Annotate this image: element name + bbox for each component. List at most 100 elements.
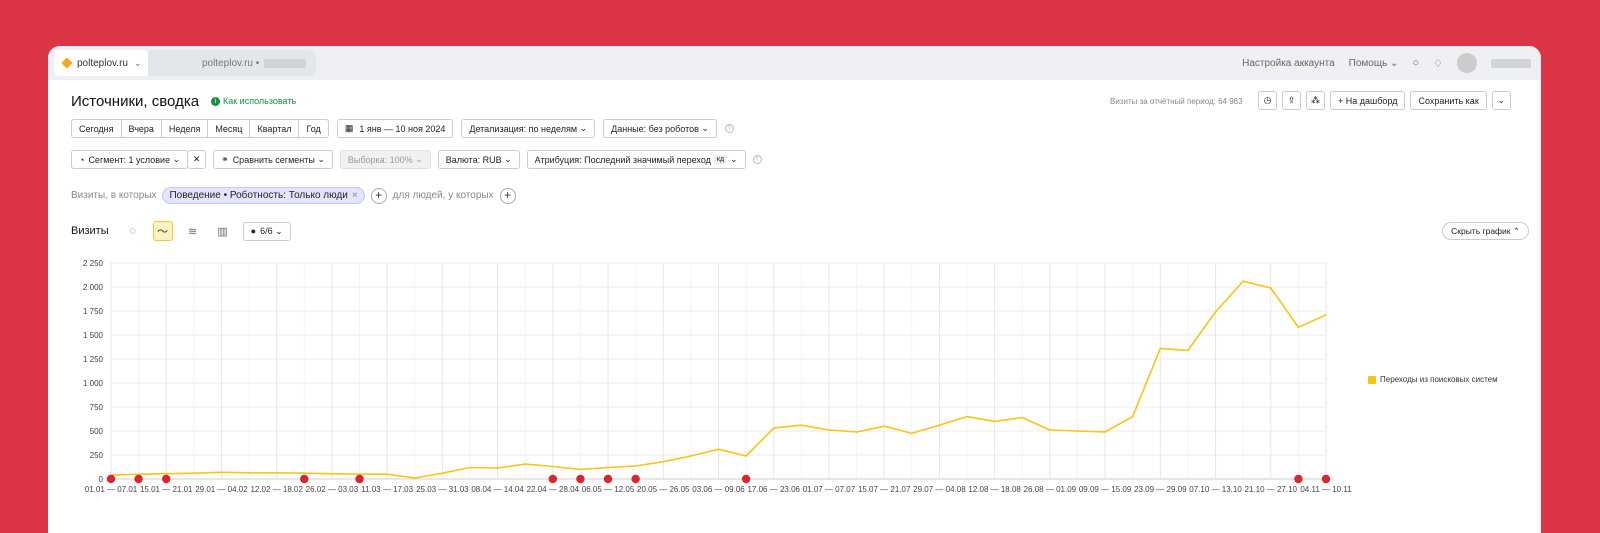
period-buttons: Сегодня Вчера Неделя Месяц Квартал Год <box>71 119 329 138</box>
annotation-marker <box>300 474 309 484</box>
annotation-marker <box>603 474 613 484</box>
data-label: Данные: без роботов <box>611 123 699 134</box>
chevron-down-icon: ⌄ <box>133 57 142 68</box>
x-tick-label: 17.06 — 23.06 <box>747 485 800 494</box>
data-point <box>607 466 609 469</box>
comments-count: 6/6 <box>260 226 273 236</box>
y-tick-label: 0 <box>99 475 104 484</box>
chart-metric-label: Визиты <box>71 225 109 237</box>
annotation-marker <box>741 474 751 484</box>
remove-condition-icon[interactable]: × <box>351 190 358 201</box>
share-button[interactable]: ⁂ <box>1306 91 1325 110</box>
attribution-info-icon[interactable]: ? <box>752 155 762 164</box>
comments-select[interactable]: ● 6/6 ⌄ <box>242 221 291 241</box>
add-visit-condition-button[interactable]: + <box>370 187 387 204</box>
data-point <box>1104 431 1106 433</box>
how-to-use-link[interactable]: i Как использовать <box>211 96 296 106</box>
data-point <box>855 431 858 433</box>
y-tick-label: 1 000 <box>83 379 104 388</box>
y-tick-label: 1 500 <box>83 331 104 340</box>
data-point <box>1297 326 1300 329</box>
y-tick-label: 2 250 <box>83 259 104 268</box>
period-yesterday-button[interactable]: Вчера <box>120 119 162 138</box>
data-point <box>745 455 747 457</box>
data-point <box>938 424 941 427</box>
avatar[interactable] <box>1457 53 1477 73</box>
segment-select[interactable]: ◔ Сегмент: 1 условие ⌄ <box>71 150 189 169</box>
bell-icon[interactable]: ♢ <box>1433 57 1443 70</box>
annotation-marker <box>631 474 640 484</box>
bar-chart-toggle-icon[interactable]: ▥ <box>217 225 228 238</box>
data-point <box>220 471 223 474</box>
data-point <box>910 432 913 435</box>
data-point <box>883 425 885 428</box>
clear-segment-button[interactable]: ✕ <box>187 150 207 169</box>
annotation-marker <box>548 474 558 484</box>
annotation-marker <box>355 474 364 484</box>
save-as-button[interactable]: Сохранить как <box>1410 91 1487 110</box>
attribution-badge: кд <box>713 155 728 164</box>
x-tick-label: 12.08 — 18.08 <box>968 485 1021 494</box>
detail-select[interactable]: Детализация: по неделям ⌄ <box>461 119 596 138</box>
add-to-dashboard-button[interactable]: + На дашборд <box>1330 91 1406 110</box>
legend-checkbox-icon[interactable] <box>1368 375 1376 384</box>
compare-icon: ⚭ <box>221 154 229 164</box>
top-bar: polteplov.ru ⌄ polteplov.ru • Настройка … <box>48 46 1541 80</box>
x-tick-label: 11.03 — 17.03 <box>361 485 413 494</box>
chart-legend[interactable]: Переходы из поисковых систем <box>1368 375 1498 384</box>
data-point <box>828 429 830 431</box>
x-tick-label: 23.09 — 29.09 <box>1134 485 1187 494</box>
data-point <box>662 460 665 463</box>
y-tick-label: 1 750 <box>83 307 104 316</box>
annotation-marker <box>1321 474 1331 484</box>
add-user-condition-button[interactable]: + <box>499 187 516 204</box>
currency-label: Валюта: RUB <box>445 154 502 165</box>
chat-icon[interactable]: ○ <box>1412 57 1420 69</box>
condition-chip-label: Поведение • Роботность: Только люди <box>169 190 348 201</box>
data-point <box>552 465 554 468</box>
data-point <box>1242 280 1244 283</box>
compare-segments-select[interactable]: ⚭ Сравнить сегменты ⌄ <box>213 150 333 169</box>
line-chart-toggle-icon[interactable]: 〜 <box>152 221 173 241</box>
data-info-icon[interactable]: ? <box>724 124 734 133</box>
condition-row: Визиты, в которых Поведение • Роботность… <box>71 187 516 204</box>
segment-filter-row: ◔ Сегмент: 1 условие ⌄ ✕ ⚭ Сравнить сегм… <box>71 150 762 169</box>
date-range-picker[interactable]: ▦ 1 янв — 10 ноя 2024 <box>336 119 454 138</box>
data-point <box>469 466 471 469</box>
pie-chart-toggle-icon[interactable]: ◌ <box>129 225 136 237</box>
condition-chip[interactable]: Поведение • Роботность: Только люди × <box>162 187 365 204</box>
account-settings-link[interactable]: Настройка аккаунта <box>1242 57 1335 69</box>
annotation-marker <box>162 474 171 484</box>
export-button[interactable]: ⇪ <box>1282 91 1301 110</box>
data-point <box>579 468 582 471</box>
data-point <box>1049 429 1051 431</box>
data-point <box>358 473 361 476</box>
data-point <box>634 465 637 467</box>
data-point <box>137 473 140 476</box>
currency-select[interactable]: Валюта: RUB ⌄ <box>437 150 520 169</box>
detail-label: Детализация: по неделям <box>469 123 578 134</box>
save-as-dropdown-button[interactable]: ⌄ <box>1491 91 1511 110</box>
sample-select[interactable]: Выборка: 100% ⌄ <box>339 150 431 169</box>
chart-toolbar: Визиты ◌ 〜 ≋ ▥ ● 6/6 ⌄ <box>71 221 291 241</box>
data-point <box>1214 311 1217 313</box>
attribution-select[interactable]: Атрибуция: Последний значимый переход кд… <box>526 150 746 169</box>
area-chart-toggle-icon[interactable]: ≋ <box>188 225 198 238</box>
period-year-button[interactable]: Год <box>298 119 329 138</box>
site-secondary[interactable]: polteplov.ru • <box>148 50 317 76</box>
y-tick-label: 1 250 <box>83 355 104 364</box>
blurred-counter <box>264 58 307 68</box>
sample-label: Выборка: 100% <box>347 154 413 165</box>
y-tick-label: 2 000 <box>83 283 104 292</box>
visits-period-summary: Визиты за отчётный период: 64 963 <box>1110 97 1243 106</box>
data-point <box>1159 347 1162 350</box>
x-tick-label: 03.06 — 09.06 <box>692 485 745 494</box>
history-button[interactable]: ◷ <box>1258 91 1277 110</box>
hide-chart-button[interactable]: Скрыть график ⌃ <box>1442 222 1529 240</box>
data-point <box>386 473 388 476</box>
data-select[interactable]: Данные: без роботов ⌄ <box>603 119 717 138</box>
help-menu[interactable]: Помощь ⌄ <box>1348 57 1399 69</box>
page-title: Источники, сводка <box>71 93 200 110</box>
site-selector[interactable]: polteplov.ru ⌄ <box>54 50 150 76</box>
annotation-marker <box>576 474 585 484</box>
